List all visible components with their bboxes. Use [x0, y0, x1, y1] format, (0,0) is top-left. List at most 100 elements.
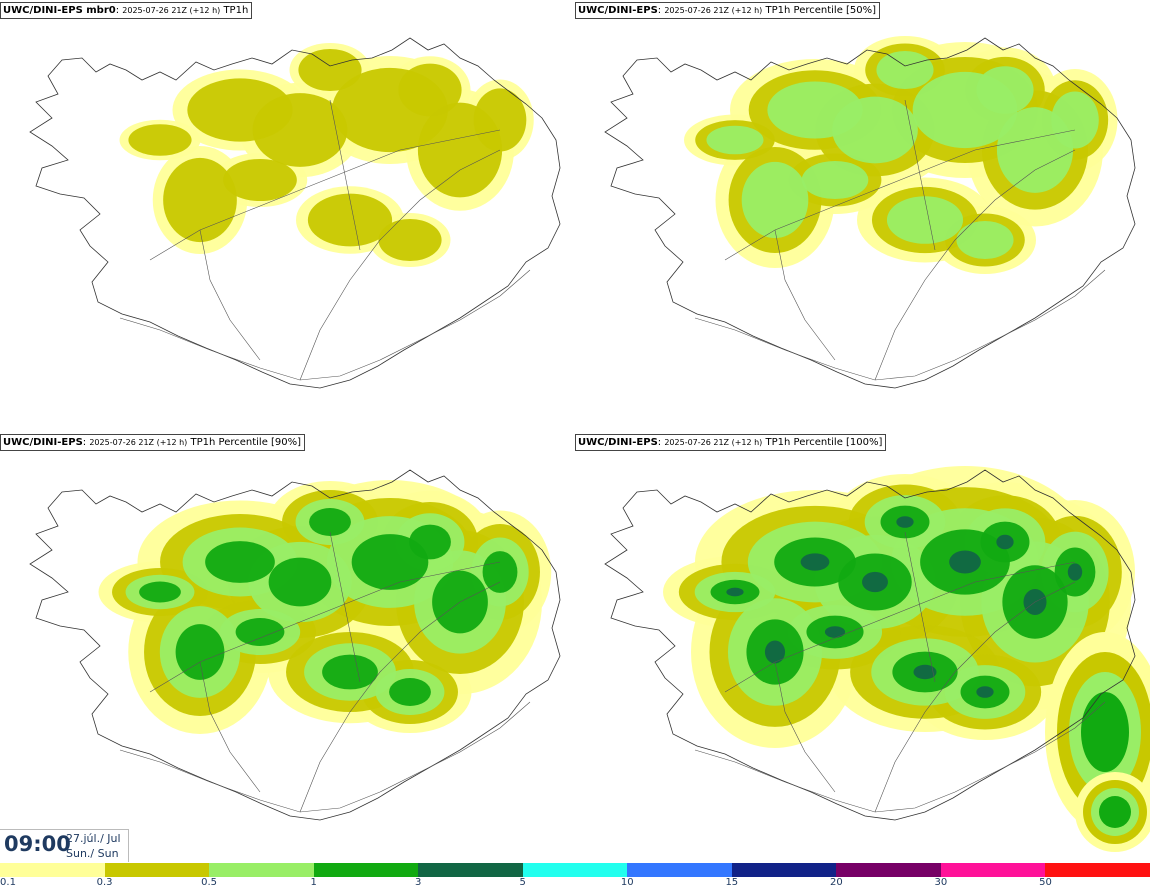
legend-label: 3 — [414, 877, 422, 888]
coastline — [604, 469, 1136, 821]
map-panel-p100: UWC/DINI-EPS: 2025-07-26 21Z (+12 h) TP1… — [575, 432, 1150, 864]
road-line — [199, 661, 261, 793]
precip-blob — [764, 640, 786, 664]
run-meta: 2025-07-26 21Z (+12 h) — [122, 6, 221, 15]
model-label: UWC/DINI-EPS — [3, 437, 83, 448]
panel-title: UWC/DINI-EPS: 2025-07-26 21Z (+12 h) TP1… — [575, 434, 887, 451]
product-label: TP1h Percentile [50%] — [765, 5, 877, 16]
precip-blob — [976, 66, 1034, 114]
precip-map-mbr0 — [29, 37, 561, 389]
legend-swatch — [104, 863, 210, 877]
precip-blob — [223, 158, 297, 202]
run-meta: 2025-07-26 21Z (+12 h) — [664, 6, 763, 15]
model-label: UWC/DINI-EPS — [578, 5, 658, 16]
legend-label: 5 — [519, 877, 526, 888]
map-panel-mbr0: UWC/DINI-EPS mbr0: 2025-07-26 21Z (+12 h… — [0, 0, 575, 432]
precip-blob — [128, 124, 192, 156]
road-line — [694, 269, 1106, 381]
precip-blob — [896, 516, 914, 528]
run-meta: 2025-07-26 21Z (+12 h) — [89, 438, 188, 447]
precip-blob — [163, 157, 237, 243]
precip-blob — [876, 50, 934, 90]
precip-blob — [976, 686, 994, 698]
precip-blob — [832, 96, 918, 164]
legend-label: 0.1 — [0, 877, 16, 888]
road-line — [774, 661, 836, 793]
legend-label: 20 — [829, 877, 843, 888]
road-line — [724, 129, 1076, 261]
precip-map-p90 — [29, 469, 561, 821]
legend-swatch — [836, 863, 941, 877]
precip-blob — [268, 557, 332, 607]
precip-blob — [800, 553, 830, 571]
precip-blob — [389, 678, 431, 706]
panel-title: UWC/DINI-EPS mbr0: 2025-07-26 21Z (+12 h… — [0, 2, 253, 19]
road-line — [149, 561, 501, 693]
map-panel-p50: UWC/DINI-EPS: 2025-07-26 21Z (+12 h) TP1… — [575, 0, 1150, 432]
panel-title: UWC/DINI-EPS: 2025-07-26 21Z (+12 h) TP1… — [575, 2, 881, 19]
run-meta: 2025-07-26 21Z (+12 h) — [664, 438, 763, 447]
precip-blob — [139, 581, 181, 603]
legend-swatch — [731, 863, 837, 877]
precip-blob — [824, 626, 846, 638]
road-line — [329, 531, 361, 683]
legend-label: 0.5 — [201, 877, 218, 888]
precip-blob — [1081, 692, 1129, 772]
precip-blob — [252, 93, 348, 167]
precip-blob — [706, 125, 764, 155]
road-line — [874, 581, 1076, 813]
legend-swatch — [0, 863, 105, 877]
product-label: TP1h — [223, 5, 249, 16]
road-line — [299, 581, 501, 813]
precip-field — [119, 43, 534, 267]
color-legend-bar — [0, 863, 1150, 877]
precip-blob — [307, 193, 393, 247]
precip-blob — [886, 196, 964, 244]
legend-swatch — [209, 863, 314, 877]
precip-field — [98, 480, 552, 734]
precip-blob — [175, 624, 225, 680]
legend-label: 50 — [1039, 877, 1052, 888]
legend-label: 30 — [934, 877, 948, 888]
product-label: TP1h Percentile [100%] — [765, 437, 883, 448]
precip-blob — [726, 587, 744, 597]
coastline — [29, 37, 561, 389]
road-line — [874, 149, 1076, 381]
precip-blob — [949, 550, 981, 574]
precip-blob — [398, 63, 462, 117]
legend-label: 15 — [725, 877, 739, 888]
model-label: UWC/DINI-EPS mbr0 — [3, 5, 116, 16]
precip-field — [663, 466, 1150, 852]
precip-blob — [1067, 563, 1083, 581]
coastline — [604, 37, 1136, 389]
map-panel-p90: UWC/DINI-EPS: 2025-07-26 21Z (+12 h) TP1… — [0, 432, 575, 864]
road-line — [119, 701, 531, 813]
valid-date: 27.júl./ Jul Sun./ Sun — [66, 831, 121, 861]
precip-blob — [996, 534, 1014, 550]
precip-blob — [741, 161, 809, 239]
valid-time-clock: 09:00 — [4, 832, 71, 856]
date-line-1: 27.júl./ Jul — [66, 832, 121, 845]
precip-blob — [956, 220, 1014, 260]
precip-blob — [298, 48, 362, 92]
legend-swatch — [522, 863, 628, 877]
panel-title: UWC/DINI-EPS: 2025-07-26 21Z (+12 h) TP1… — [0, 434, 306, 451]
precip-blob — [309, 508, 351, 536]
road-line — [694, 701, 1106, 813]
legend-swatch — [627, 863, 732, 877]
precip-map-p50 — [604, 36, 1136, 389]
road-line — [904, 99, 936, 251]
precip-blob — [205, 541, 275, 583]
product-label: TP1h Percentile [90%] — [190, 437, 302, 448]
legend-swatch — [418, 863, 523, 877]
precip-blob — [235, 618, 285, 646]
road-line — [774, 229, 836, 361]
legend-label: 0.3 — [96, 877, 113, 888]
road-line — [904, 531, 936, 683]
valid-time-box: 09:00 27.júl./ Jul Sun./ Sun — [0, 829, 129, 862]
model-label: UWC/DINI-EPS — [578, 437, 658, 448]
precip-blob — [1051, 91, 1099, 149]
precip-map-p100 — [604, 466, 1150, 852]
road-line — [329, 99, 361, 251]
precip-blob — [1099, 796, 1131, 828]
